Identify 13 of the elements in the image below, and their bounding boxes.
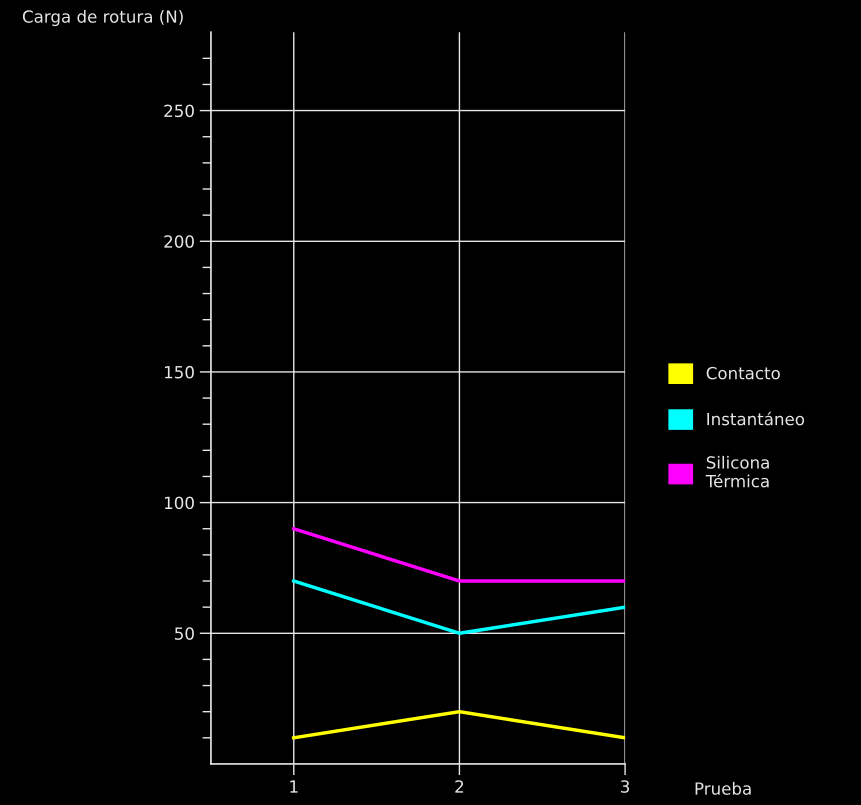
- x-tick-label: 3: [621, 780, 630, 793]
- x-axis-title: Prueba: [696, 782, 751, 795]
- x-tick-label: 1: [290, 780, 298, 793]
- y-tick-label: 50: [175, 627, 194, 640]
- x-tick-label: 2: [455, 780, 464, 793]
- legend-label: Silicona Térmica: [706, 456, 769, 488]
- y-tick-label: 250: [164, 104, 194, 118]
- legend-label: Instantáneo: [707, 412, 804, 426]
- legend-label: Contacto: [706, 366, 780, 380]
- y-tick-label: 200: [164, 235, 194, 248]
- y-axis-title: Carga de rotura (N): [22, 10, 183, 26]
- y-tick-label: 150: [164, 366, 194, 379]
- y-tick-label: 100: [164, 496, 194, 510]
